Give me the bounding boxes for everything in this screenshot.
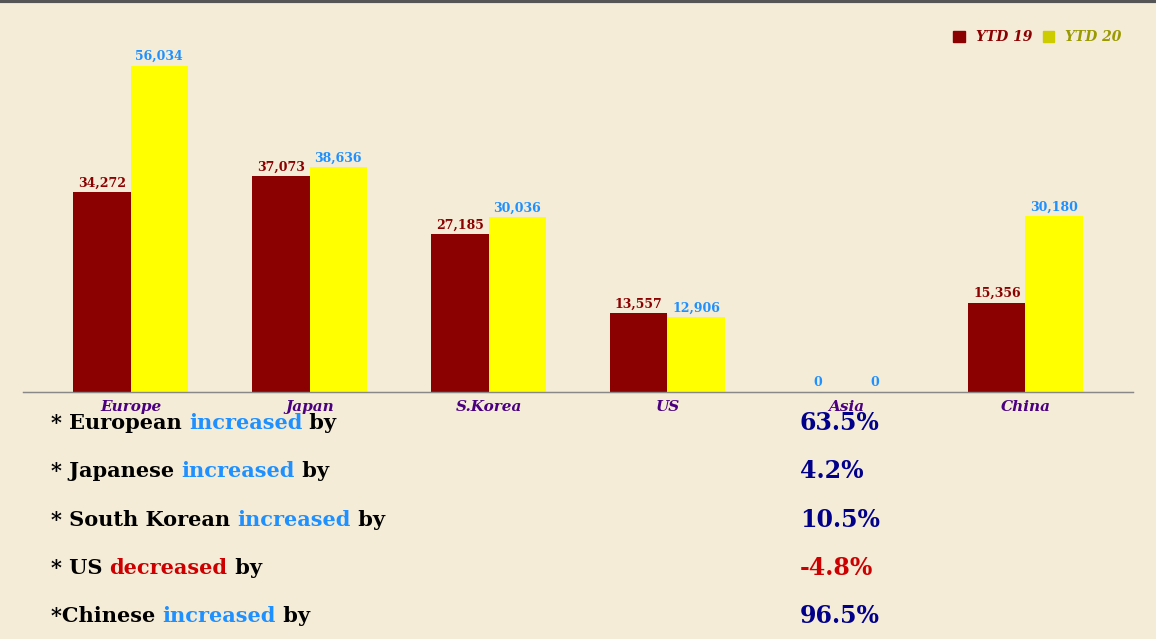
Text: * US: * US	[51, 558, 110, 578]
Bar	[969, 303, 1025, 392]
Text: increased: increased	[162, 606, 276, 626]
Bar	[667, 317, 725, 392]
Text: by: by	[350, 509, 385, 530]
Text: increased: increased	[237, 509, 350, 530]
Bar	[489, 217, 546, 392]
Bar	[131, 66, 187, 392]
Bar	[252, 176, 310, 392]
Text: 96.5%: 96.5%	[800, 604, 880, 627]
Text: decreased: decreased	[110, 558, 228, 578]
Text: 56,034: 56,034	[135, 50, 183, 63]
Text: 12,906: 12,906	[672, 302, 720, 314]
Text: -4.8%: -4.8%	[800, 556, 873, 580]
Text: 4.2%: 4.2%	[800, 459, 864, 484]
Text: 63.5%: 63.5%	[800, 412, 880, 435]
Text: 30,036: 30,036	[494, 202, 541, 215]
Text: 10.5%: 10.5%	[800, 507, 880, 532]
Text: increased: increased	[188, 413, 302, 433]
Bar	[610, 313, 667, 392]
Text: 30,180: 30,180	[1030, 201, 1079, 214]
Text: by: by	[302, 413, 336, 433]
Legend: YTD 19, YTD 20: YTD 19, YTD 20	[949, 26, 1126, 49]
Text: 0: 0	[814, 376, 822, 389]
Text: 13,557: 13,557	[615, 298, 662, 311]
Text: 38,636: 38,636	[314, 151, 362, 165]
Text: by: by	[295, 461, 328, 481]
Bar	[1025, 216, 1083, 392]
Text: by: by	[276, 606, 310, 626]
Text: *Chinese: *Chinese	[51, 606, 162, 626]
Bar	[310, 167, 366, 392]
Text: * Japanese: * Japanese	[51, 461, 181, 481]
Bar	[431, 234, 489, 392]
Text: by: by	[228, 558, 261, 578]
Text: 37,073: 37,073	[257, 161, 305, 174]
Text: increased: increased	[181, 461, 295, 481]
Text: 0: 0	[870, 376, 880, 389]
Text: 34,272: 34,272	[77, 177, 126, 190]
Bar	[73, 192, 131, 392]
Text: * European: * European	[51, 413, 188, 433]
Text: * South Korean: * South Korean	[51, 509, 237, 530]
Text: 27,185: 27,185	[436, 219, 484, 231]
Text: 15,356: 15,356	[973, 288, 1021, 300]
